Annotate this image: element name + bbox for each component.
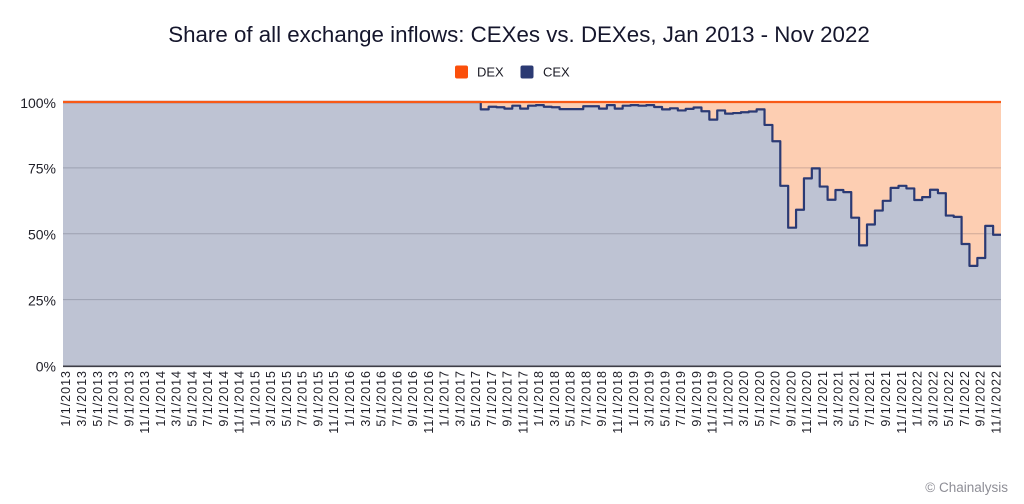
- svg-text:5/1/2019: 5/1/2019: [658, 370, 672, 427]
- svg-text:7/1/2022: 7/1/2022: [958, 370, 972, 427]
- svg-text:5/1/2016: 5/1/2016: [374, 370, 388, 427]
- svg-text:3/1/2018: 3/1/2018: [548, 370, 562, 427]
- svg-text:5/1/2022: 5/1/2022: [942, 370, 956, 427]
- svg-text:9/1/2022: 9/1/2022: [974, 370, 988, 427]
- svg-text:1/1/2013: 1/1/2013: [59, 370, 73, 427]
- svg-text:© Chainalysis: © Chainalysis: [925, 480, 1008, 495]
- svg-text:3/1/2021: 3/1/2021: [832, 370, 846, 427]
- svg-text:1/1/2022: 1/1/2022: [910, 370, 924, 427]
- svg-text:3/1/2017: 3/1/2017: [453, 370, 467, 427]
- svg-text:1/1/2021: 1/1/2021: [816, 370, 830, 427]
- svg-text:3/1/2015: 3/1/2015: [264, 370, 278, 427]
- svg-text:1/1/2018: 1/1/2018: [532, 370, 546, 427]
- svg-text:9/1/2021: 9/1/2021: [879, 370, 893, 427]
- svg-text:1/1/2015: 1/1/2015: [248, 370, 262, 427]
- svg-text:5/1/2020: 5/1/2020: [753, 370, 767, 427]
- svg-text:9/1/2020: 9/1/2020: [784, 370, 798, 427]
- svg-text:7/1/2016: 7/1/2016: [390, 370, 404, 427]
- svg-text:75%: 75%: [28, 161, 56, 177]
- svg-text:25%: 25%: [28, 292, 56, 308]
- svg-text:1/1/2016: 1/1/2016: [343, 370, 357, 427]
- svg-text:CEX: CEX: [543, 65, 570, 80]
- svg-text:11/1/2016: 11/1/2016: [422, 370, 436, 434]
- svg-text:5/1/2015: 5/1/2015: [280, 370, 294, 427]
- svg-text:7/1/2017: 7/1/2017: [485, 370, 499, 427]
- svg-text:7/1/2014: 7/1/2014: [201, 370, 215, 427]
- svg-text:Share of all exchange inflows:: Share of all exchange inflows: CEXes vs.…: [168, 22, 870, 47]
- svg-text:3/1/2022: 3/1/2022: [926, 370, 940, 427]
- svg-text:1/1/2014: 1/1/2014: [154, 370, 168, 427]
- svg-text:1/1/2019: 1/1/2019: [627, 370, 641, 427]
- svg-text:11/1/2014: 11/1/2014: [233, 370, 247, 434]
- svg-text:5/1/2018: 5/1/2018: [564, 370, 578, 427]
- svg-text:11/1/2022: 11/1/2022: [989, 370, 1003, 434]
- svg-text:7/1/2015: 7/1/2015: [296, 370, 310, 427]
- svg-text:7/1/2020: 7/1/2020: [769, 370, 783, 427]
- svg-text:3/1/2020: 3/1/2020: [737, 370, 751, 427]
- svg-text:50%: 50%: [28, 227, 56, 243]
- svg-text:7/1/2018: 7/1/2018: [579, 370, 593, 427]
- svg-text:11/1/2017: 11/1/2017: [516, 370, 530, 434]
- svg-text:100%: 100%: [20, 95, 56, 111]
- svg-text:11/1/2020: 11/1/2020: [800, 370, 814, 434]
- svg-text:7/1/2013: 7/1/2013: [106, 370, 120, 427]
- svg-text:11/1/2013: 11/1/2013: [138, 370, 152, 434]
- svg-text:9/1/2018: 9/1/2018: [595, 370, 609, 427]
- svg-text:3/1/2014: 3/1/2014: [170, 370, 184, 427]
- svg-text:3/1/2016: 3/1/2016: [359, 370, 373, 427]
- svg-text:1/1/2020: 1/1/2020: [721, 370, 735, 427]
- svg-text:1/1/2017: 1/1/2017: [438, 370, 452, 427]
- svg-text:11/1/2015: 11/1/2015: [327, 370, 341, 434]
- svg-text:9/1/2016: 9/1/2016: [406, 370, 420, 427]
- svg-text:3/1/2019: 3/1/2019: [642, 370, 656, 427]
- svg-text:5/1/2013: 5/1/2013: [91, 370, 105, 427]
- svg-text:11/1/2021: 11/1/2021: [895, 370, 909, 434]
- svg-text:DEX: DEX: [477, 65, 504, 80]
- svg-text:11/1/2018: 11/1/2018: [611, 370, 625, 434]
- svg-text:5/1/2017: 5/1/2017: [469, 370, 483, 427]
- svg-text:9/1/2014: 9/1/2014: [217, 370, 231, 427]
- svg-text:0%: 0%: [36, 358, 56, 374]
- svg-text:3/1/2013: 3/1/2013: [75, 370, 89, 427]
- svg-text:11/1/2019: 11/1/2019: [706, 370, 720, 434]
- svg-text:7/1/2021: 7/1/2021: [863, 370, 877, 427]
- svg-text:9/1/2015: 9/1/2015: [311, 370, 325, 427]
- svg-text:9/1/2019: 9/1/2019: [690, 370, 704, 427]
- svg-text:5/1/2014: 5/1/2014: [185, 370, 199, 427]
- svg-text:9/1/2017: 9/1/2017: [501, 370, 515, 427]
- svg-text:9/1/2013: 9/1/2013: [122, 370, 136, 427]
- svg-text:5/1/2021: 5/1/2021: [847, 370, 861, 427]
- svg-text:7/1/2019: 7/1/2019: [674, 370, 688, 427]
